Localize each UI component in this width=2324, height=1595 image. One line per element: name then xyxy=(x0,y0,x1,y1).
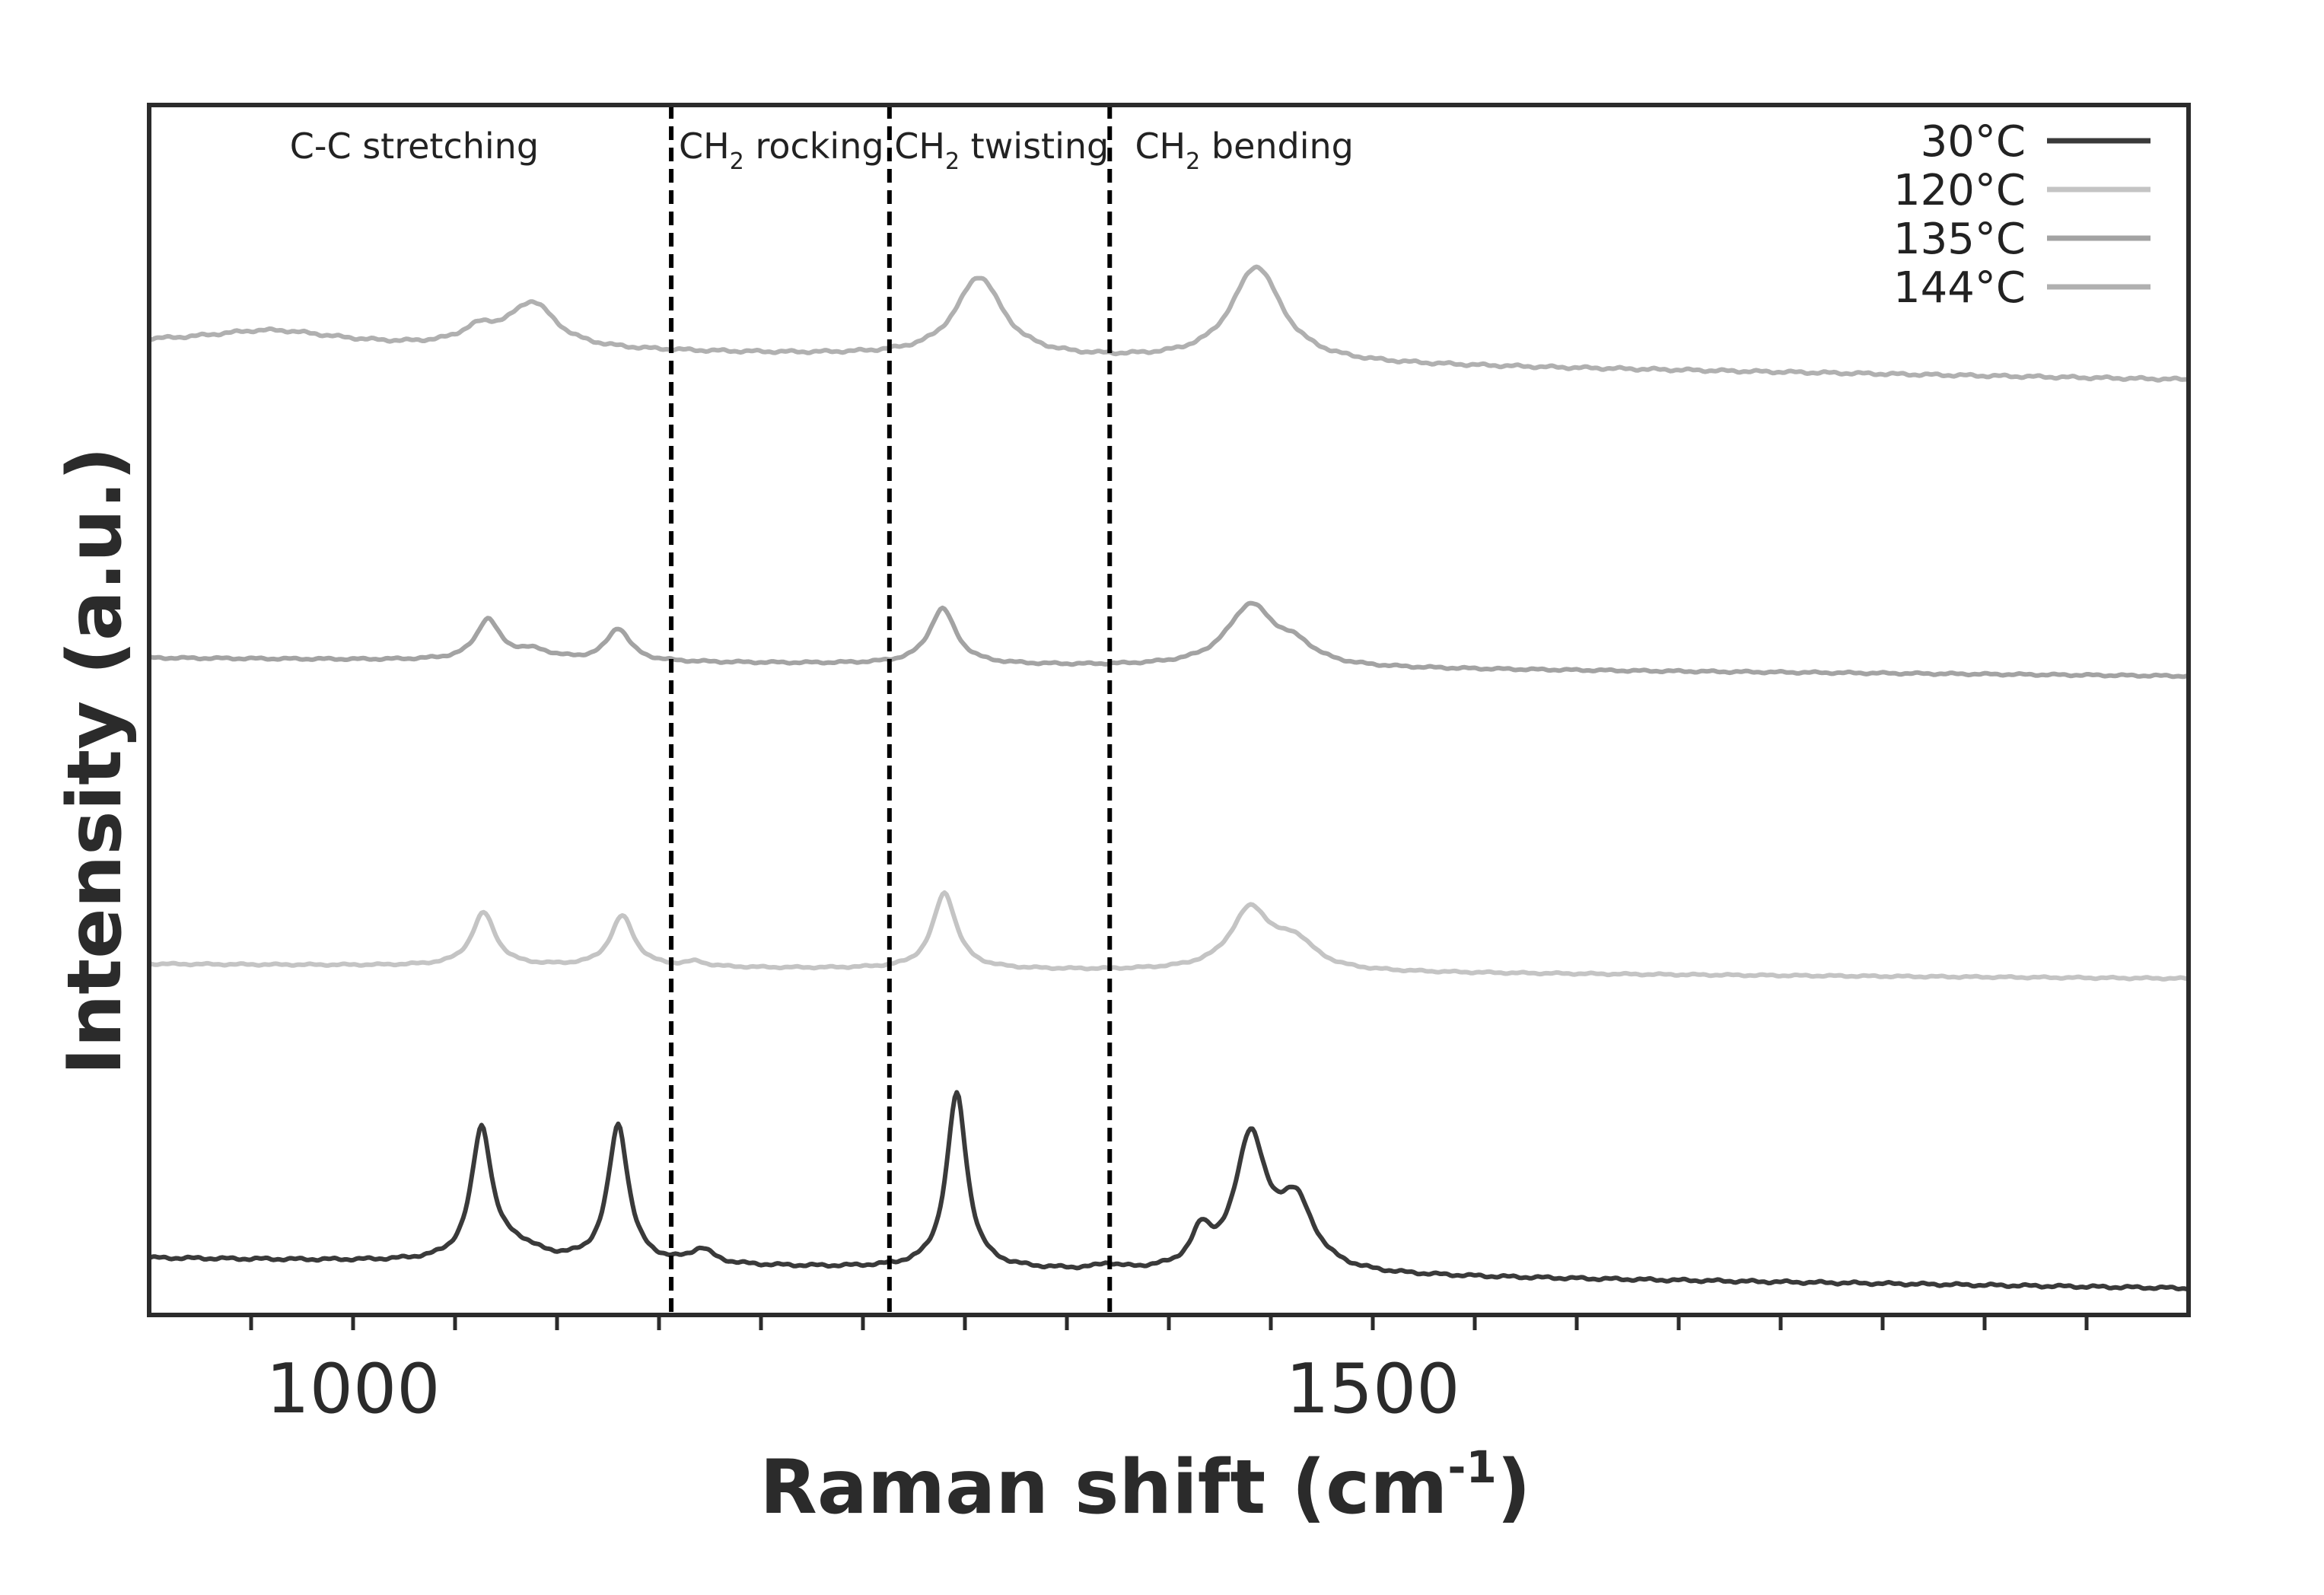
region-dividers xyxy=(669,105,1113,1315)
region-label-subscript: 2 xyxy=(945,148,960,175)
region-label-main: CH xyxy=(1135,126,1186,167)
region-label-rest: bending xyxy=(1200,126,1354,167)
region-label-main: CH xyxy=(679,126,730,167)
x-axis-title-end: ) xyxy=(1497,1444,1531,1531)
region-label-rest: rocking xyxy=(744,126,884,167)
region-label: CH2 twisting xyxy=(894,126,1109,175)
region-label-rest: twisting xyxy=(960,126,1109,167)
region-labels: C-C stretching CH2 rocking CH2 twisting CH2… xyxy=(290,126,1354,175)
region-label: CH2 bending xyxy=(1135,126,1353,175)
region-label: CH2 rocking xyxy=(679,126,884,175)
region-label-main: C-C stretching xyxy=(290,126,539,167)
legend-label: 120°C xyxy=(1893,166,2026,215)
series-line xyxy=(148,1090,2189,1292)
x-axis-title: Raman shift (cm-1) xyxy=(759,1441,1530,1531)
legend-label: 135°C xyxy=(1893,215,2026,264)
x-axis-title-superscript: -1 xyxy=(1447,1441,1496,1493)
region-label-subscript: 2 xyxy=(730,148,744,175)
series-line xyxy=(148,890,2189,982)
x-axis-ticks: 1000 1500 xyxy=(249,1315,2089,1429)
region-label-subscript: 2 xyxy=(1186,148,1200,175)
region-label: C-C stretching xyxy=(290,126,539,167)
region-label-main: CH xyxy=(894,126,945,167)
series-group xyxy=(148,264,2189,1292)
x-tick-label: 1000 xyxy=(266,1349,440,1429)
legend-label: 144°C xyxy=(1893,263,2026,313)
y-axis-title: Intensity (a.u.) xyxy=(52,447,138,1075)
x-tick-label: 1500 xyxy=(1285,1349,1460,1429)
series-line xyxy=(148,264,2189,383)
legend-label: 30°C xyxy=(1921,117,2026,167)
series-line xyxy=(148,600,2189,680)
plot-frame xyxy=(147,103,2191,1317)
